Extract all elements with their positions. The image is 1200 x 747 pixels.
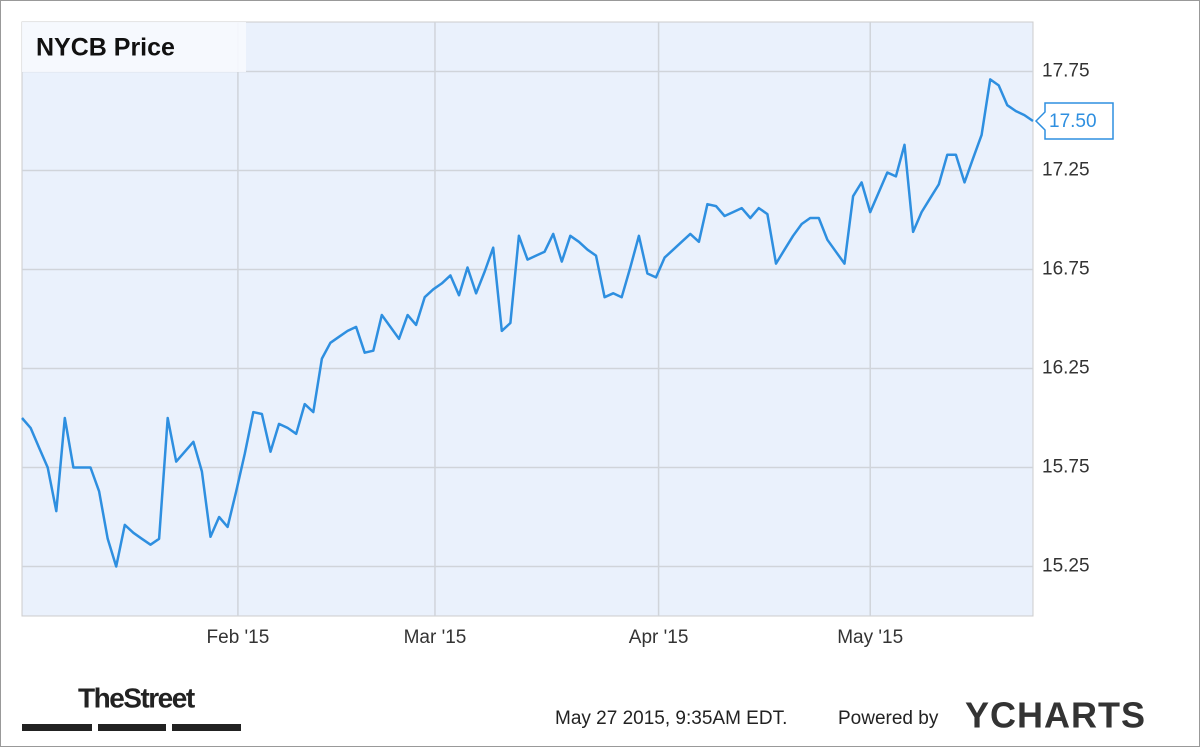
powered-by: Powered by bbox=[838, 708, 939, 729]
y-tick-label: 15.75 bbox=[1042, 457, 1090, 478]
title-box bbox=[22, 22, 246, 72]
brand-logo: YCHARTS bbox=[965, 695, 1146, 736]
last-value-label: 17.50 bbox=[1049, 111, 1097, 132]
price-line bbox=[21, 78, 1034, 568]
source-logo: TheStreet bbox=[78, 682, 195, 713]
y-tick-label: 15.25 bbox=[1042, 556, 1090, 577]
x-tick-label: Mar '15 bbox=[404, 627, 467, 648]
x-tick-label: Apr '15 bbox=[629, 627, 689, 648]
y-tick-label: 17.25 bbox=[1042, 160, 1090, 181]
plot-area: 15.25 15.75 16.25 16.75 17.25 17.75 Feb '15 Mar… bbox=[21, 21, 1114, 648]
logo-bar bbox=[172, 724, 241, 731]
y-tick-label: 17.75 bbox=[1042, 61, 1090, 82]
logo-bar bbox=[98, 724, 166, 731]
x-tick-label: Feb '15 bbox=[207, 627, 270, 648]
y-tick-label: 16.25 bbox=[1042, 358, 1090, 379]
timestamp: May 27 2015, 9:35AM EDT. bbox=[555, 708, 787, 729]
logo-bar bbox=[22, 724, 92, 731]
last-value-box bbox=[1034, 102, 1114, 140]
x-tick-label: May '15 bbox=[837, 627, 903, 648]
chart-title: NYCB Price bbox=[36, 34, 175, 62]
plot-background bbox=[21, 21, 1034, 617]
y-tick-label: 16.75 bbox=[1042, 259, 1090, 280]
